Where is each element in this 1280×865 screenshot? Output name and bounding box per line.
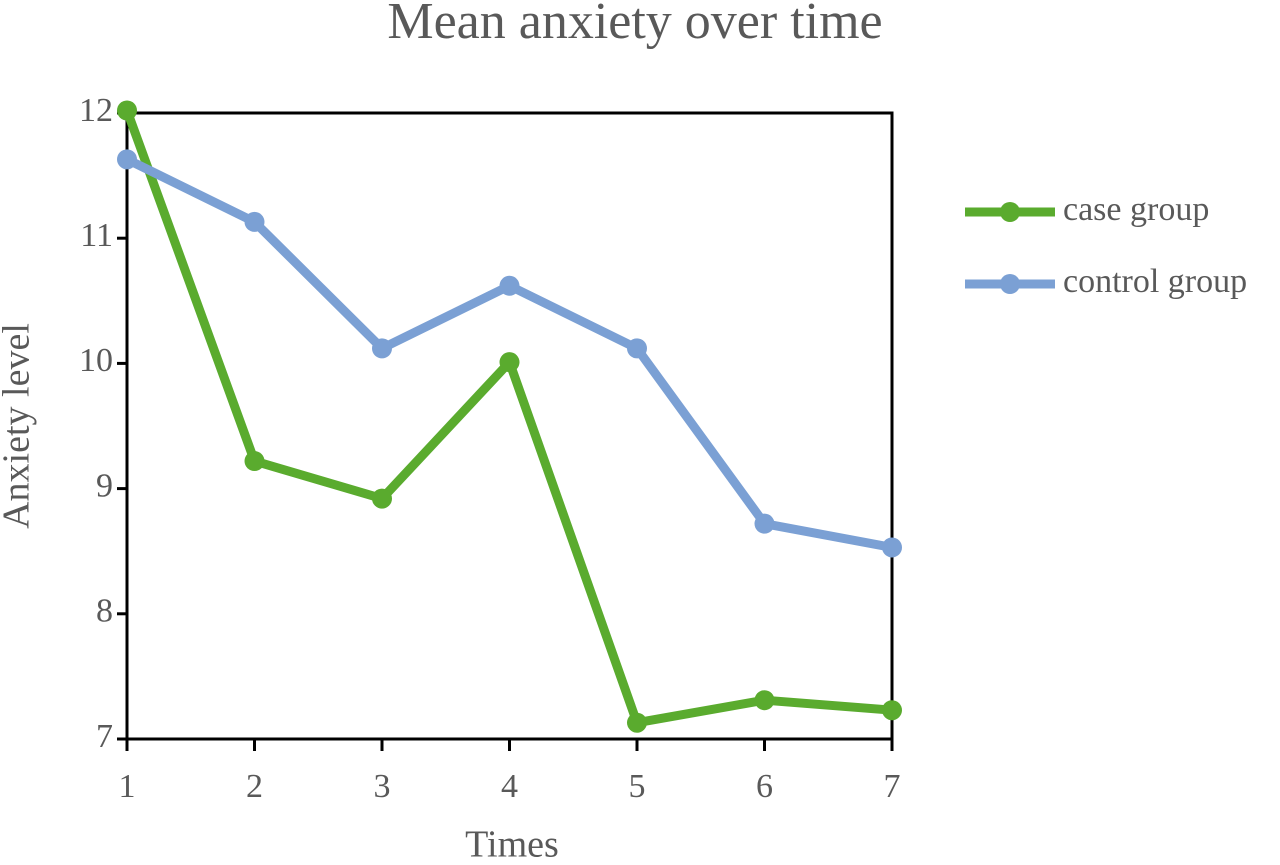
data-point [372,338,392,359]
x-tick-label: 2 [246,768,263,805]
x-tick-label: 1 [119,768,136,805]
y-tick-label: 11 [80,217,113,254]
data-point [117,100,137,121]
y-tick-label: 8 [96,593,113,630]
data-point [372,488,392,509]
x-tick-label: 7 [884,768,901,805]
data-point [499,352,520,373]
y-tick-label: 12 [79,92,113,129]
data-point [117,149,137,170]
data-point [882,537,902,558]
legend-label: control group [1063,263,1247,300]
chart-title: Mean anxiety over time [387,0,882,50]
data-point [754,690,775,711]
data-point [882,700,902,721]
y-tick-label: 9 [96,467,113,504]
x-tick-label: 5 [629,768,646,805]
data-point [627,338,647,359]
y-tick-label: 7 [96,718,113,755]
x-axis-label: Times [465,824,559,865]
legend-marker [1000,274,1020,294]
data-point [627,712,647,733]
data-point [244,451,265,472]
x-tick-label: 3 [374,768,391,805]
y-axis-label: Anxiety level [0,323,38,529]
data-point [754,513,775,534]
series-line [122,108,893,728]
data-point [244,211,265,232]
x-tick-label: 4 [501,768,518,805]
legend-label: case group [1063,191,1209,228]
y-tick-label: 10 [79,342,113,379]
data-point [499,275,520,296]
legend-marker [1000,202,1020,222]
x-tick-label: 6 [756,768,773,805]
